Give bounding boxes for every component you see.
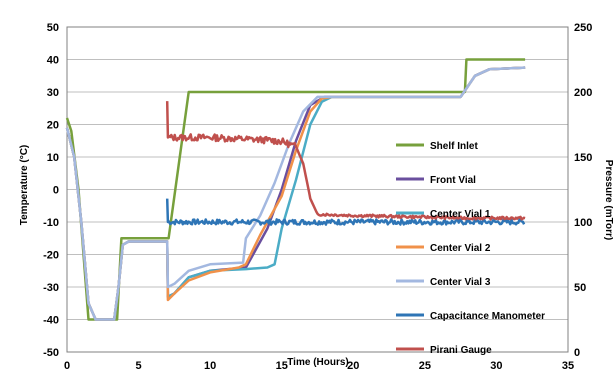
series-line-center-vial-3 [65, 66, 526, 321]
y-tick-label: -50 [43, 347, 59, 359]
legend-label: Capacitance Manometer [430, 311, 545, 322]
legend-label: Center Vial 3 [430, 277, 491, 288]
y-tick-labels: -50 -40 -30 -20 -10 0 10 20 30 40 50 [43, 22, 59, 359]
y-axis-title: Temperature (°C) [19, 145, 30, 226]
legend-label: Front Vial [430, 175, 476, 186]
legend: Shelf Inlet Front Vial Center Vial 1 Center… [396, 141, 545, 356]
y2-tick-label: 250 [574, 22, 592, 34]
x-tick-label: 10 [204, 360, 216, 372]
y-tick-label: 10 [47, 152, 59, 164]
y-tick-label: -10 [43, 217, 59, 229]
y-tick-label: 30 [47, 87, 59, 99]
y-tick-label: 40 [47, 55, 59, 67]
y-tick-label: 0 [53, 185, 59, 197]
y2-tick-label: 100 [574, 217, 592, 229]
plot-area [66, 26, 569, 353]
legend-label: Pirani Gauge [430, 345, 492, 356]
y-tick-label: -30 [43, 282, 59, 294]
y2-tick-labels: 0 50 100 150 200 250 [574, 22, 592, 359]
series-line-pirani-gauge [165, 101, 526, 221]
y-tick-label: -40 [43, 315, 59, 327]
x-tick-label: 35 [562, 360, 574, 372]
y2-tick-label: 50 [574, 282, 586, 294]
y2-tick-label: 150 [574, 152, 592, 164]
y-tick-label: -20 [43, 250, 59, 262]
x-tick-labels: 0 5 10 15 20 25 30 35 [64, 360, 574, 372]
x-tick-label: 15 [276, 360, 288, 372]
legend-label: Center Vial 2 [430, 243, 491, 254]
series-line-capacitance-manometer [165, 198, 526, 226]
x-tick-label: 25 [419, 360, 431, 372]
x-axis-title: Time (Hours) [287, 357, 349, 368]
y2-tick-label: 200 [574, 87, 592, 99]
y-tick-label: 50 [47, 22, 59, 34]
x-tick-label: 30 [490, 360, 502, 372]
y2-axis-title: Pressure (mTorr) [603, 160, 613, 240]
legend-label: Center Vial 1 [430, 209, 491, 220]
y2-tick-label: 0 [574, 347, 580, 359]
y-tick-label: 20 [47, 120, 59, 132]
legend-label: Shelf Inlet [430, 141, 478, 152]
series-lines [65, 58, 526, 321]
x-tick-label: 0 [64, 360, 70, 372]
x-tick-label: 20 [347, 360, 359, 372]
x-tick-label: 5 [136, 360, 142, 372]
